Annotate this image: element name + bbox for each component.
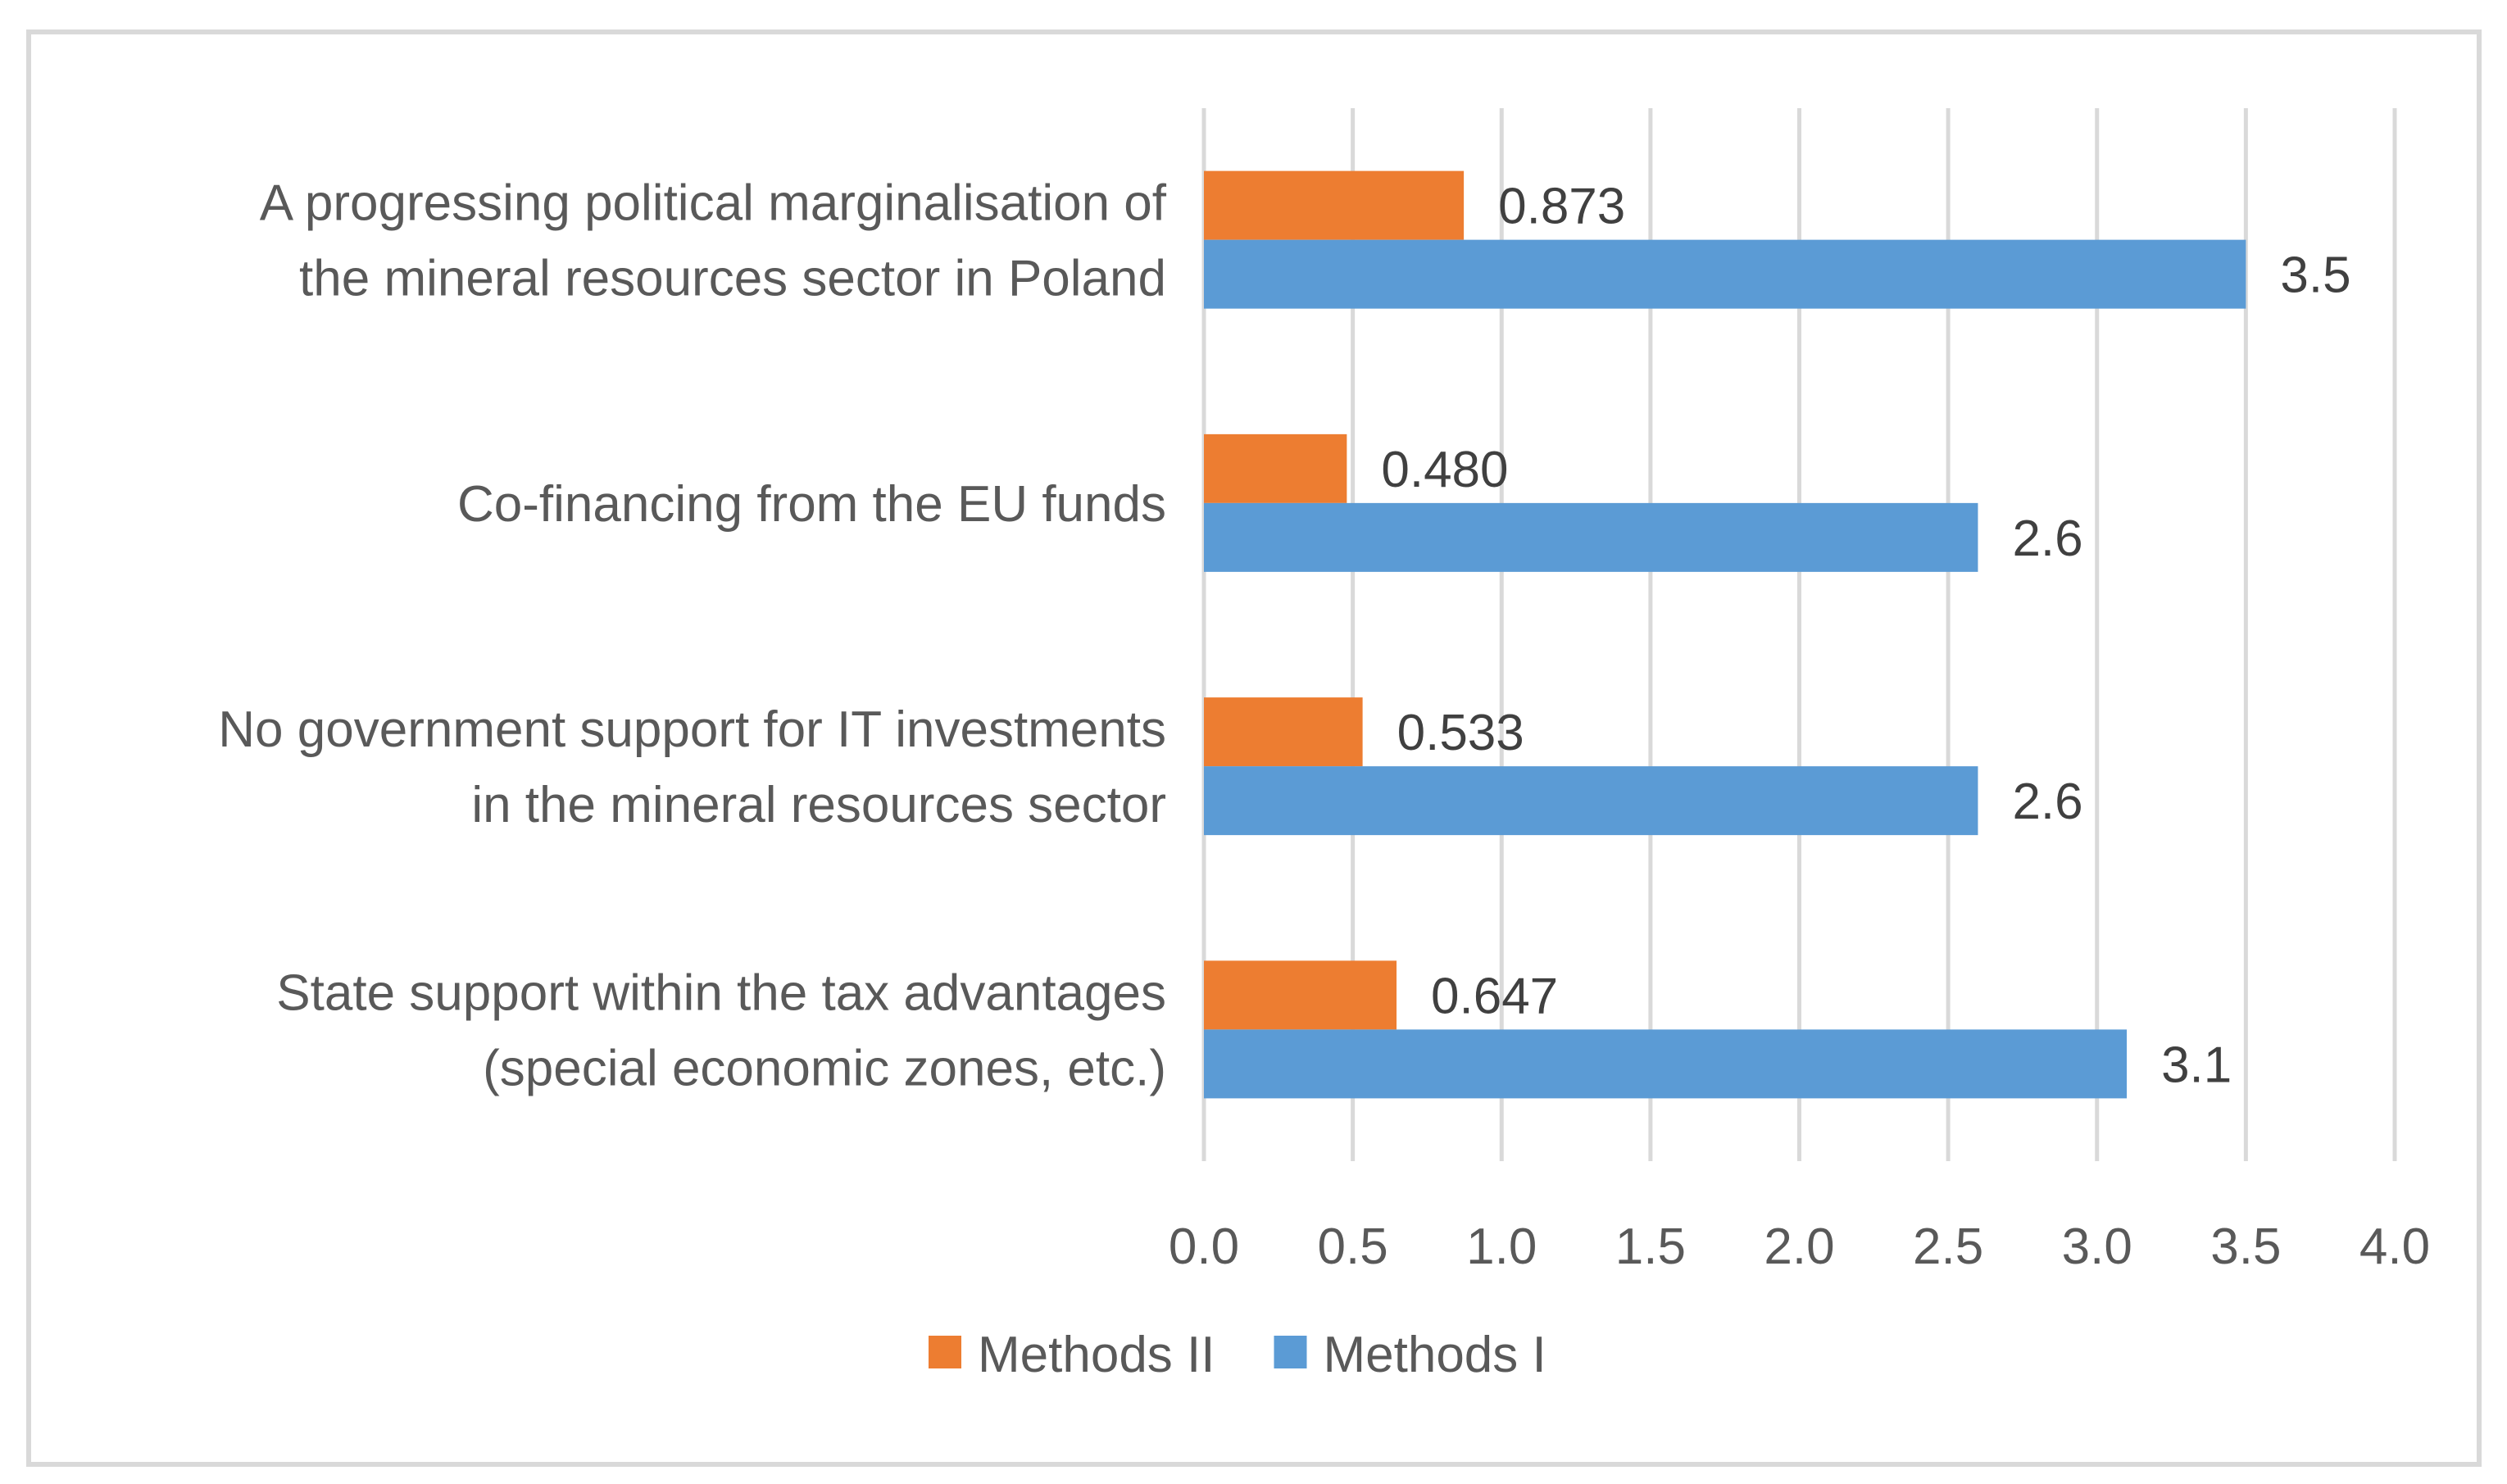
data-label: 2.6 [2012, 774, 2082, 830]
bar-methods-ii [1204, 170, 1465, 240]
category-label: A progressing political marginalisation … [260, 175, 1167, 307]
legend-label: Methods II [978, 1327, 1215, 1383]
bar-methods-i [1204, 1029, 2128, 1099]
category-label-line: No government support for IT investments [218, 701, 1166, 758]
bar-methods-i [1204, 239, 2246, 309]
x-tick-label: 0.0 [1169, 1219, 1239, 1275]
x-tick-label: 0.5 [1318, 1219, 1388, 1275]
category-label-line: in the mineral resources sector [471, 777, 1166, 833]
legend-swatch [1274, 1336, 1307, 1368]
data-label: 0.873 [1498, 179, 1625, 235]
x-tick-label: 2.5 [1913, 1219, 1983, 1275]
legend-label: Methods I [1323, 1327, 1546, 1383]
category-label-line: Co-financing from the EU funds [457, 476, 1166, 533]
data-labels: 0.873 3.5 0.480 2.6 0.533 2.6 0.647 3.1 [1381, 179, 2350, 1094]
category-label-line: the mineral resources sector in Poland [299, 251, 1166, 307]
data-label: 0.533 [1397, 705, 1524, 761]
bar-methods-i [1204, 502, 1978, 572]
x-tick-label: 4.0 [2359, 1219, 2430, 1275]
x-tick-label: 1.5 [1615, 1219, 1686, 1275]
data-label: 2.6 [2012, 511, 2082, 567]
category-label: Co-financing from the EU funds [457, 476, 1166, 533]
x-tick-label: 3.0 [2062, 1219, 2132, 1275]
legend-swatch [929, 1336, 961, 1368]
bar-methods-ii [1204, 697, 1363, 767]
bar-methods-i [1204, 766, 1978, 836]
data-label: 3.5 [2280, 247, 2350, 304]
data-label: 3.1 [2161, 1037, 2232, 1093]
category-label-line: State support within the tax advantages [276, 964, 1166, 1021]
category-label-line: (special economic zones, etc.) [483, 1040, 1166, 1096]
category-label-line: A progressing political marginalisation … [260, 175, 1167, 232]
chart-frame: A progressing political marginalisation … [26, 29, 2482, 1467]
bar-methods-ii [1204, 433, 1347, 503]
legend: Methods II Methods I [929, 1327, 1546, 1383]
data-label: 0.647 [1431, 968, 1558, 1024]
x-axis-ticks: 0.0 0.5 1.0 1.5 2.0 2.5 3.0 3.5 4.0 [1169, 1219, 2430, 1275]
x-tick-label: 1.0 [1466, 1219, 1537, 1275]
bars [1204, 170, 2246, 1099]
data-label: 0.480 [1381, 442, 1508, 498]
bar-methods-ii [1204, 960, 1397, 1030]
category-label: State support within the tax advantages (… [276, 964, 1166, 1096]
x-tick-label: 3.5 [2210, 1219, 2281, 1275]
category-labels: A progressing political marginalisation … [218, 175, 1166, 1097]
category-label: No government support for IT investments… [218, 701, 1166, 833]
bar-chart: A progressing political marginalisation … [218, 108, 2430, 1383]
x-tick-label: 2.0 [1764, 1219, 1834, 1275]
